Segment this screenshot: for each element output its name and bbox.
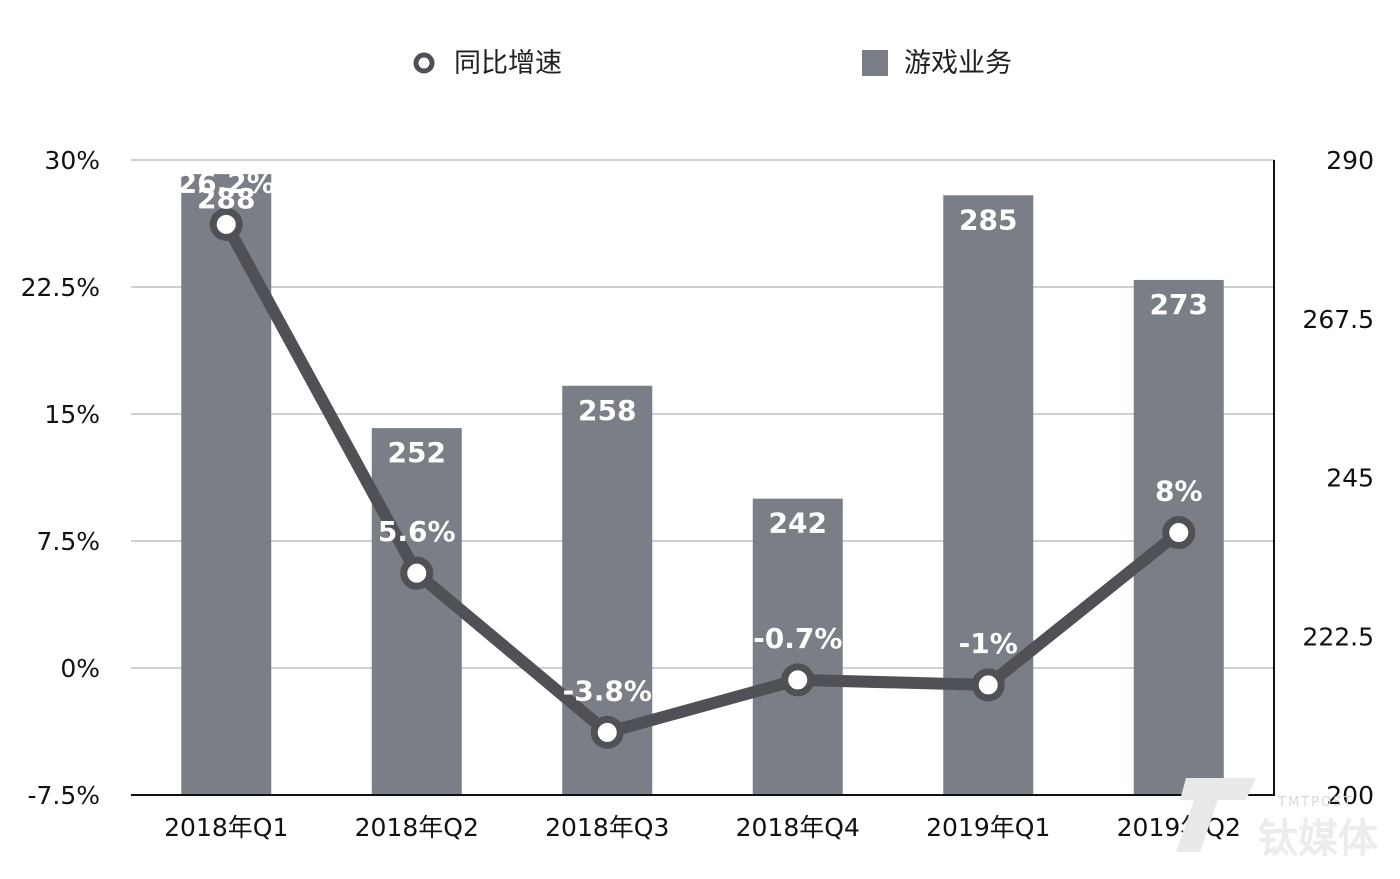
category-label: 2018年Q3 — [545, 813, 669, 842]
bar-value-label: 258 — [578, 394, 636, 427]
left-axis-ticks: 30% 22.5% 15% 7.5% 0% -7.5% — [21, 146, 100, 810]
category-label: 2019年Q1 — [926, 813, 1050, 842]
legend-bar-label: 游戏业务 — [904, 48, 1012, 79]
category-labels: 2018年Q1 2018年Q2 2018年Q3 2018年Q4 2019年Q1 2019年… — [164, 813, 1241, 842]
bar — [181, 174, 272, 796]
data-labels: 288 252 258 242 285 273 26.2% 5.6% -3.8% -0.7% -1%… — [178, 166, 1208, 707]
bar — [752, 498, 843, 795]
gridlines — [131, 159, 1274, 669]
legend-line-label: 同比增速 — [454, 48, 562, 79]
category-label: 2018年Q2 — [355, 813, 479, 842]
right-tick-label: 267.5 — [1302, 305, 1374, 334]
right-tick-label: 222.5 — [1302, 622, 1374, 651]
line-value-label: 26.2% — [178, 166, 275, 199]
right-tick-label: 245 — [1326, 464, 1374, 493]
line-value-label: 5.6% — [378, 515, 456, 548]
growth-line — [209, 207, 1196, 749]
line-point — [971, 668, 1005, 702]
category-label: 2019年Q2 — [1117, 813, 1241, 842]
left-tick-label: -7.5% — [27, 781, 100, 810]
bar-value-label: 285 — [959, 203, 1017, 236]
line-value-label: -1% — [959, 627, 1018, 660]
left-tick-label: 30% — [44, 146, 100, 175]
line-value-label: 8% — [1155, 475, 1203, 508]
right-tick-label: 290 — [1326, 146, 1374, 175]
axes — [131, 160, 1275, 796]
bar-value-label: 273 — [1150, 288, 1208, 321]
line-point — [209, 207, 243, 241]
bar-value-label: 242 — [769, 507, 827, 540]
growth-line-path — [220, 218, 1185, 739]
line-point — [590, 715, 624, 749]
left-tick-label: 0% — [60, 654, 100, 683]
legend-bar-swatch — [862, 50, 888, 76]
line-value-label: -0.7% — [753, 622, 842, 655]
left-tick-label: 22.5% — [21, 273, 100, 302]
line-point — [1162, 516, 1196, 550]
line-value-label: -3.8% — [563, 674, 652, 707]
line-point — [400, 556, 434, 590]
left-tick-label: 15% — [44, 400, 100, 429]
watermark: TMTPOST 钛媒体 — [1176, 778, 1378, 862]
right-tick-label: 200 — [1326, 781, 1374, 810]
bar — [943, 195, 1034, 795]
category-label: 2018年Q4 — [736, 813, 860, 842]
bar — [371, 428, 462, 795]
watermark-en: TMTPOST — [1277, 795, 1353, 810]
watermark-cn: 钛媒体 — [1258, 816, 1378, 862]
watermark-logo-icon — [1176, 778, 1256, 852]
legend-line-marker-icon — [413, 52, 435, 74]
bar-value-label: 288 — [197, 182, 255, 215]
bar-value-label: 252 — [388, 436, 446, 469]
legend: 同比增速 游戏业务 — [413, 48, 1012, 79]
right-axis-ticks: 290 267.5 245 222.5 200 — [1302, 146, 1374, 810]
category-label: 2018年Q1 — [164, 813, 288, 842]
line-point — [781, 663, 815, 697]
left-tick-label: 7.5% — [36, 527, 100, 556]
